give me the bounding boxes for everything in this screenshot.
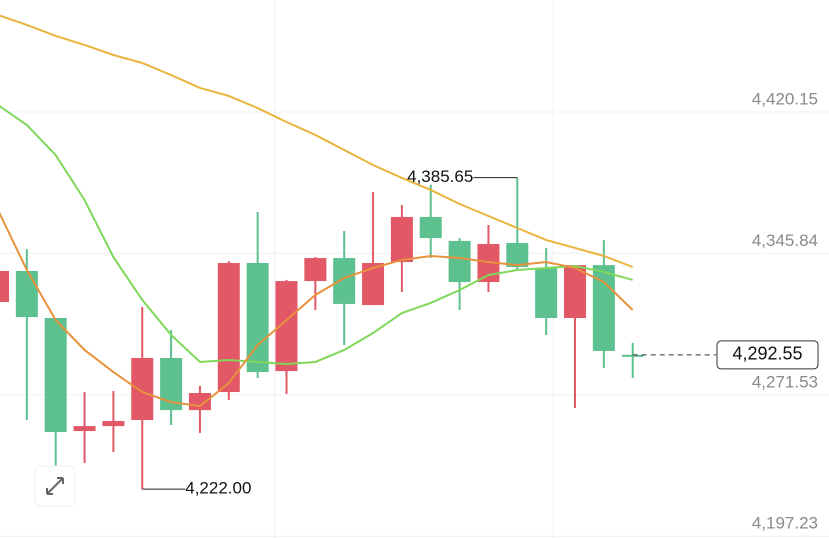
plot: 4,197.23 4,271.53 4,345.84 4,420.15 4,385.65…	[0, 14, 829, 537]
candle-body	[102, 420, 125, 427]
low-label: 4,222.00	[185, 479, 251, 498]
last-price-box	[716, 340, 819, 370]
y-tick-label: 4,345.84	[752, 231, 818, 250]
candle-body	[333, 258, 356, 304]
ma-line	[0, 105, 633, 366]
last-price-label: 4,292.55	[732, 344, 802, 364]
y-tick-label: 4,271.53	[752, 372, 818, 391]
candle-body	[419, 216, 442, 239]
candle-body	[275, 281, 298, 372]
ma-line	[0, 14, 634, 268]
y-tick-label: 4,197.23	[752, 514, 818, 533]
candle-body	[15, 270, 38, 318]
expand-button[interactable]	[34, 465, 76, 507]
candle-body	[506, 243, 529, 268]
candle-body	[44, 318, 67, 432]
high-label: 4,385.65	[407, 167, 473, 186]
ma-line	[0, 211, 634, 408]
candle-body	[0, 270, 9, 303]
expand-icon	[46, 477, 64, 495]
candle-body	[304, 258, 327, 282]
candle-body	[362, 263, 385, 306]
candle-body	[564, 265, 586, 319]
candle-body	[535, 267, 558, 319]
candle-body	[188, 392, 211, 411]
y-tick-label: 4,420.15	[752, 89, 818, 108]
candle-body	[160, 357, 183, 411]
candle-body	[73, 426, 96, 432]
candle-body	[246, 263, 269, 373]
candle-body	[448, 240, 471, 283]
candle-body	[621, 354, 644, 357]
candle-body	[390, 216, 413, 263]
candle-body	[131, 357, 154, 421]
